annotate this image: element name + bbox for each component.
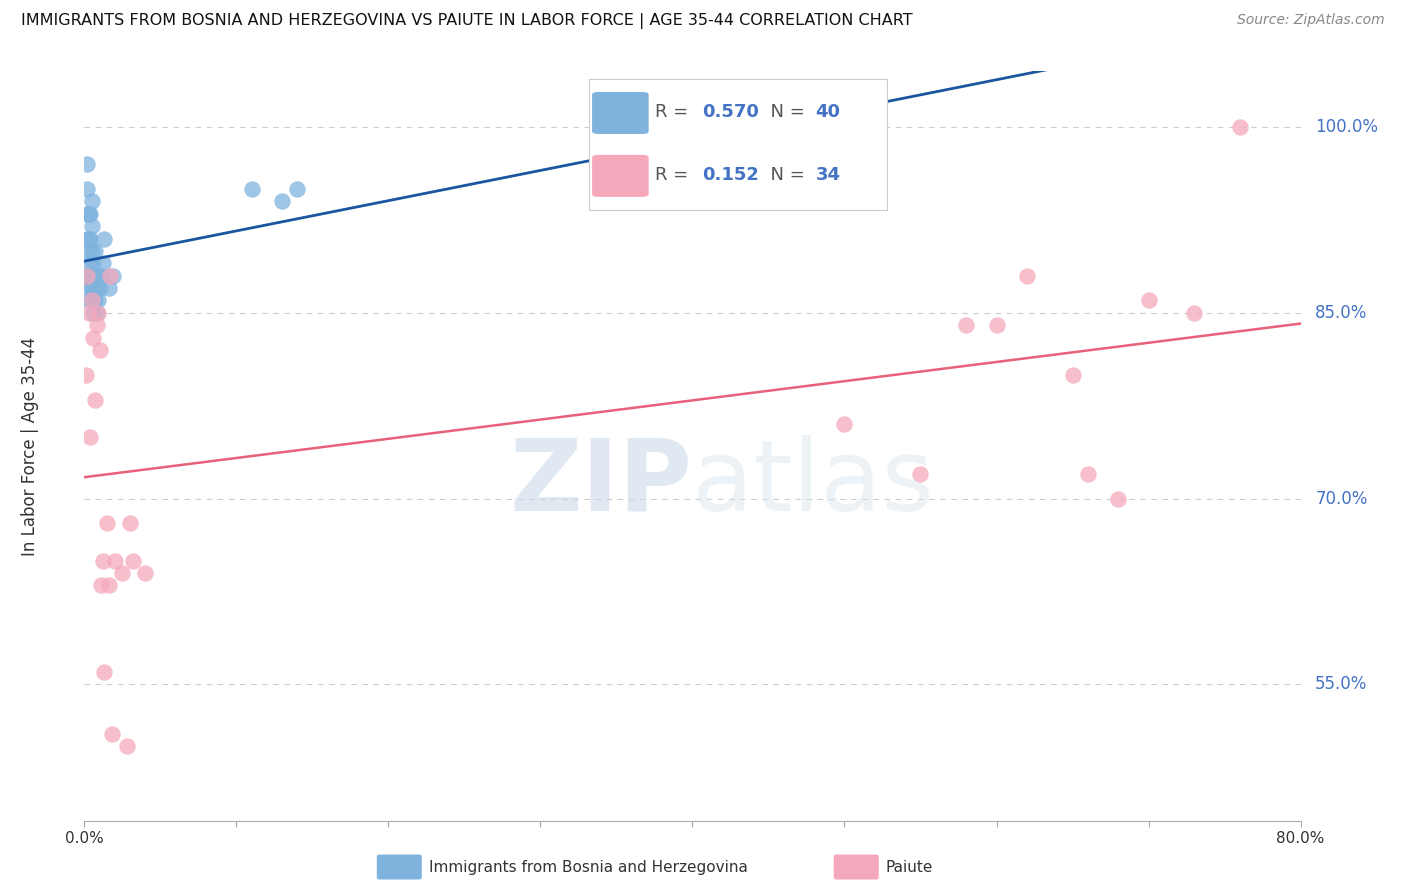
- Point: [80, 293, 103, 308]
- Point: [955, 318, 977, 333]
- Point: [82, 281, 104, 295]
- Point: [77, 231, 100, 245]
- Point: [82, 331, 104, 345]
- Point: [76, 207, 98, 221]
- Point: [97, 281, 120, 295]
- Point: [115, 739, 138, 754]
- Point: [79, 430, 101, 444]
- Point: [134, 566, 156, 580]
- Point: [77, 306, 100, 320]
- Point: [76, 157, 98, 171]
- Point: [87, 293, 110, 308]
- Point: [87, 268, 110, 283]
- Point: [1229, 120, 1251, 134]
- Point: [1182, 306, 1205, 320]
- Point: [82, 256, 104, 270]
- Point: [77, 293, 100, 308]
- Point: [80, 268, 103, 283]
- Point: [104, 553, 127, 567]
- Text: 55.0%: 55.0%: [1315, 675, 1368, 693]
- Point: [1137, 293, 1160, 308]
- Point: [89, 343, 111, 357]
- Point: [86, 306, 108, 320]
- Text: 100.0%: 100.0%: [1315, 118, 1378, 136]
- Point: [77, 207, 100, 221]
- Point: [111, 566, 134, 580]
- Point: [75, 368, 97, 382]
- Point: [86, 318, 108, 333]
- Point: [910, 467, 932, 481]
- Point: [986, 318, 1008, 333]
- Text: Source: ZipAtlas.com: Source: ZipAtlas.com: [1237, 13, 1385, 28]
- Text: Paiute: Paiute: [886, 860, 934, 874]
- Point: [82, 306, 104, 320]
- Point: [75, 268, 97, 283]
- Point: [84, 268, 107, 283]
- Point: [80, 194, 103, 209]
- Text: IMMIGRANTS FROM BOSNIA AND HERZEGOVINA VS PAIUTE IN LABOR FORCE | AGE 35-44 CORR: IMMIGRANTS FROM BOSNIA AND HERZEGOVINA V…: [21, 13, 912, 29]
- Point: [91, 256, 114, 270]
- Point: [76, 182, 98, 196]
- Point: [84, 293, 107, 308]
- Point: [834, 120, 856, 134]
- Point: [118, 516, 141, 531]
- Point: [98, 268, 121, 283]
- Point: [79, 281, 101, 295]
- Point: [834, 417, 856, 432]
- Point: [1015, 268, 1038, 283]
- Point: [79, 231, 101, 245]
- Text: 70.0%: 70.0%: [1315, 490, 1368, 508]
- Text: ZIP: ZIP: [509, 435, 693, 532]
- Point: [93, 231, 115, 245]
- Point: [90, 268, 112, 283]
- Point: [93, 665, 115, 679]
- Point: [100, 727, 122, 741]
- Text: In Labor Force | Age 35-44: In Labor Force | Age 35-44: [21, 336, 38, 556]
- Point: [76, 231, 98, 245]
- Point: [271, 194, 294, 209]
- Point: [77, 268, 100, 283]
- Text: 85.0%: 85.0%: [1315, 304, 1368, 322]
- Text: atlas: atlas: [693, 435, 934, 532]
- Point: [84, 392, 107, 407]
- Point: [1062, 368, 1084, 382]
- Point: [80, 244, 103, 258]
- Point: [87, 306, 110, 320]
- Point: [91, 553, 114, 567]
- Point: [90, 578, 112, 592]
- Point: [89, 281, 111, 295]
- Text: Immigrants from Bosnia and Herzegovina: Immigrants from Bosnia and Herzegovina: [429, 860, 748, 874]
- Point: [240, 182, 263, 196]
- Point: [80, 281, 103, 295]
- Point: [80, 219, 103, 234]
- Point: [80, 293, 103, 308]
- Point: [76, 268, 98, 283]
- Point: [96, 516, 118, 531]
- Point: [77, 244, 100, 258]
- Point: [79, 207, 101, 221]
- Point: [285, 182, 308, 196]
- Point: [1077, 467, 1099, 481]
- Point: [79, 256, 101, 270]
- Point: [103, 268, 125, 283]
- Point: [97, 578, 120, 592]
- Point: [86, 281, 108, 295]
- Point: [1107, 491, 1129, 506]
- Point: [84, 244, 107, 258]
- Point: [122, 553, 145, 567]
